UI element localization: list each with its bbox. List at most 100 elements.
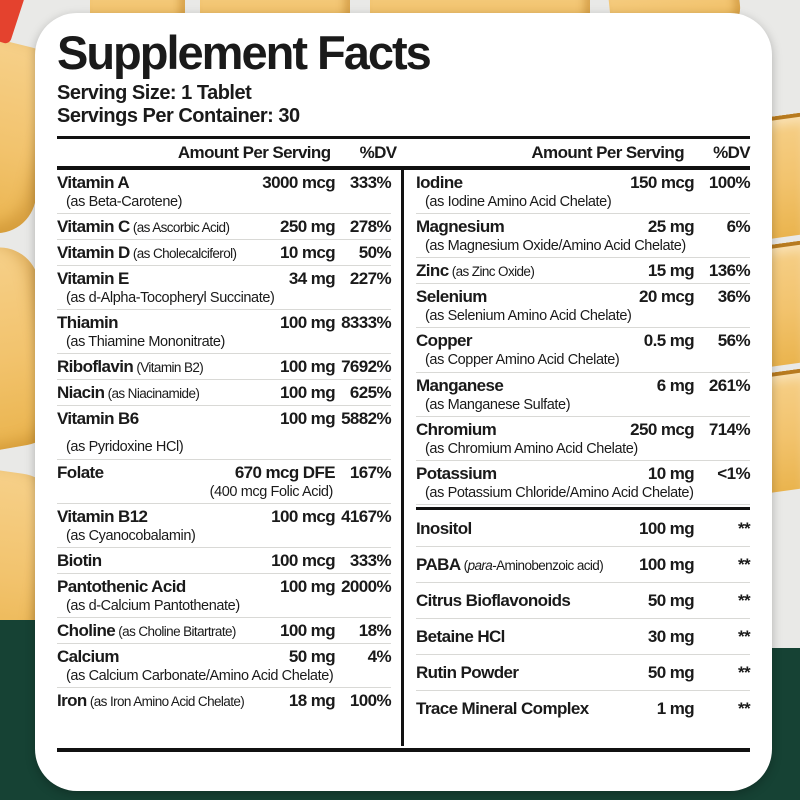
amount-value: 100 mg [639, 554, 695, 574]
column-divider [401, 170, 404, 747]
table-row: Folate 670 mcg DFE 167% (400 mcg Folic Acid… [57, 460, 392, 504]
amount-value: 100 mg [280, 357, 336, 377]
nutrient-name: Citrus Bioflavonoids [416, 590, 571, 610]
nutrient-name: Rutin Powder [416, 662, 519, 682]
amount-value: 100 mg [280, 620, 336, 640]
red-tablet-accent [0, 0, 26, 45]
dv-value: ** [737, 590, 751, 610]
nutrient-name: Vitamin D (as Cholecalciferol) [57, 243, 237, 263]
table-row: PABA (para-Aminobenzoic acid) 100 mg ** [416, 547, 751, 583]
nutrient-name: Betaine HCl [416, 626, 505, 646]
dv-value: <1% [717, 463, 750, 483]
table-row: Thiamin 100 mg 8333% (as Thiamine Mononitra… [57, 310, 392, 355]
amount-subnote: (400 mcg Folic Acid) [209, 483, 334, 500]
nutrient-name: Biotin [57, 550, 102, 570]
nutrient-name: Zinc (as Zinc Oxide) [416, 261, 535, 281]
dv-value: 714% [708, 419, 751, 439]
dv-value: 18% [358, 620, 392, 640]
amount-value: 20 mcg [639, 287, 695, 307]
amount-value: 100 mcg [271, 506, 335, 526]
dv-value: ** [737, 626, 751, 646]
table-row: Betaine HCl 30 mg ** [416, 619, 751, 655]
amount-value: 100 mg [280, 576, 336, 596]
nutrient-name: Vitamin B12 [57, 506, 148, 526]
table-row: Vitamin B6 100 mg 5882% (as Pyridoxine HCl) [57, 406, 392, 460]
nutrient-name: Vitamin E [57, 269, 129, 289]
dv-value: 6% [726, 217, 751, 237]
table-row: Trace Mineral Complex 1 mg ** [416, 691, 751, 726]
nutrient-note: (para-Aminobenzoic acid) [460, 557, 604, 573]
amount-value: 34 mg [288, 269, 336, 289]
header-rule [57, 166, 750, 171]
nutrient-name: Vitamin C (as Ascorbic Acid) [57, 217, 230, 237]
nutrient-note: (as Potassium Chloride/Amino Acid Chelat… [425, 484, 694, 501]
dv-value: 333% [349, 550, 392, 570]
dv-value: ** [737, 662, 751, 682]
nutrient-note: (as d-Alpha-Tocopheryl Succinate) [66, 290, 275, 307]
nutrient-note: (as Manganese Sulfate) [425, 396, 571, 413]
amount-value: 10 mcg [280, 243, 336, 263]
table-row: Niacin (as Niacinamide) 100 mg 625% [57, 380, 392, 407]
table-header-row: Amount Per Serving %DV Amount Per Servin… [57, 139, 751, 166]
nutrient-name: Vitamin A [57, 173, 130, 193]
header-amount-per-serving: Amount Per Serving [531, 142, 684, 162]
table-row: Rutin Powder 50 mg ** [416, 655, 751, 691]
nutrient-note: (as Cholecalciferol) [129, 246, 237, 262]
nutrient-note: (as Chromium Amino Acid Chelate) [425, 440, 638, 457]
amount-value: 25 mg [647, 217, 695, 237]
nutrient-note: (as Ascorbic Acid) [129, 220, 230, 236]
nutrient-note: (as Copper Amino Acid Chelate) [425, 352, 620, 369]
bottom-rule [57, 748, 750, 753]
dv-value: 50% [358, 243, 392, 263]
dv-value: 333% [349, 173, 392, 193]
nutrient-name: Vitamin B6 [57, 409, 139, 429]
dv-value: ** [737, 554, 751, 574]
nutrient-note: (as Selenium Amino Acid Chelate) [425, 308, 632, 325]
dv-value: ** [737, 518, 751, 538]
nutrient-name: Iron (as Iron Amino Acid Chelate) [57, 691, 245, 711]
table-row: Iodine 150 mcg 100% (as Iodine Amino Acid C… [416, 170, 751, 215]
nutrient-note: (as Beta-Carotene) [66, 194, 183, 211]
amount-value: 15 mg [647, 261, 695, 281]
header-dv: %DV [359, 142, 398, 162]
dv-value: 4167% [341, 506, 392, 526]
nutrient-name: Chromium [416, 419, 497, 439]
nutrient-name: Thiamin [57, 313, 119, 333]
table-header-right: Amount Per Serving %DV [397, 142, 750, 163]
amount-value: 150 mcg [630, 173, 694, 193]
amount-value: 100 mcg [271, 550, 335, 570]
table-row: Biotin 100 mcg 333% [57, 548, 392, 574]
dv-value: 227% [349, 269, 392, 289]
dv-value: 2000% [341, 576, 392, 596]
table-row: Chromium 250 mcg 714% (as Chromium Amino Ac… [416, 417, 751, 461]
amount-value: 100 mg [280, 409, 336, 429]
nutrient-name: PABA (para-Aminobenzoic acid) [416, 554, 604, 574]
amount-value: 50 mg [288, 646, 336, 666]
nutrient-note: (as Thiamine Mononitrate) [66, 334, 225, 351]
dv-value: 36% [717, 287, 751, 307]
amount-value: 100 mg [280, 383, 336, 403]
nutrient-name: Iodine [416, 173, 463, 193]
table-row: Vitamin E 34 mg 227% (as d-Alpha-Tocopheryl… [57, 266, 392, 311]
nutrient-name: Niacin (as Niacinamide) [57, 383, 200, 403]
table-row: Vitamin D (as Cholecalciferol) 10 mcg 50% [57, 240, 392, 267]
top-rule [57, 136, 750, 140]
table-row: Vitamin B12 100 mcg 4167% (as Cyanocobalami… [57, 504, 392, 548]
nutrient-note: (as d-Calcium Pantothenate) [66, 597, 240, 614]
nutrient-name: Inositol [416, 518, 472, 538]
table-row: Copper 0.5 mg 56% (as Copper Amino Acid Che… [416, 328, 751, 373]
green-band-step [0, 620, 40, 650]
page-title: Supplement Facts [57, 26, 432, 79]
nutrient-name: Trace Mineral Complex [416, 698, 589, 718]
nutrient-note: (as Pyridoxine HCl) [66, 439, 184, 456]
amount-value: 50 mg [647, 662, 695, 682]
servings-per-container: Servings Per Container: 30 [57, 105, 300, 128]
amount-value: 100 mg [280, 313, 336, 333]
nutrient-note: (as Cyanocobalamin) [66, 527, 196, 544]
table-row: Magnesium 25 mg 6% (as Magnesium Oxide/Amin… [416, 214, 751, 259]
nutrient-name: Magnesium [416, 217, 505, 237]
amount-value: 0.5 mg [643, 331, 695, 351]
supplement-facts-panel: Supplement Facts Serving Size: 1 Tablet … [35, 13, 772, 791]
nutrient-name: Calcium [57, 646, 120, 666]
